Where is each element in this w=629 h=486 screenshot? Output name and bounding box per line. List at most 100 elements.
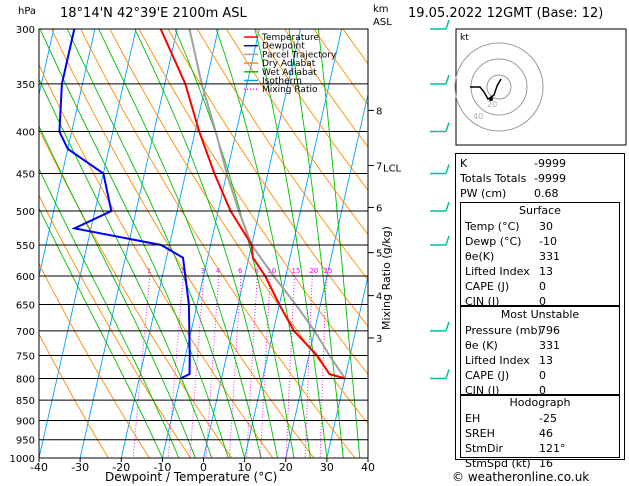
dry-adiabat-line xyxy=(167,29,368,328)
dry-adiabat-line xyxy=(196,29,368,281)
wind-barb-flag xyxy=(445,369,450,379)
plot-frame xyxy=(38,28,369,459)
pressure-tick-label: 600 xyxy=(16,272,35,283)
hodograph-ring xyxy=(486,74,512,100)
lcl-label: LCL xyxy=(383,163,402,174)
km-tick-label: 4 xyxy=(376,292,382,303)
x-tick-label: 0 xyxy=(200,461,207,474)
most-unstable-block: Most Unstable Pressure (mb) 796 θe (K) 331… xyxy=(460,306,620,397)
indices-block: K -9999 Totals Totals -9999 PW (cm) 0.68 xyxy=(456,156,624,201)
pressure-unit-label: hPa xyxy=(18,6,37,17)
hodograph-ring-label: 20 xyxy=(487,100,497,109)
isotherm-line xyxy=(39,29,96,279)
pressure-tick-label: 700 xyxy=(16,327,35,338)
wind-barb xyxy=(430,164,450,175)
isotherm-line xyxy=(0,29,13,458)
mixing-ratio-label: 8 xyxy=(254,267,258,275)
dry-adiabat-line xyxy=(39,333,109,458)
wind-barb xyxy=(430,369,450,380)
wet-adiabat-line xyxy=(317,29,361,458)
x-tick-label: -30 xyxy=(71,461,89,474)
footer-credit: © weatheronline.co.uk xyxy=(452,470,590,484)
legend-label: Temperature xyxy=(261,33,319,43)
mixing-ratio-line xyxy=(246,275,258,458)
km-unit-label: km xyxy=(373,4,389,15)
wind-barb-flag xyxy=(445,321,450,332)
x-tick-label: 40 xyxy=(361,461,375,474)
wind-barb-flag xyxy=(445,19,450,30)
pressure-tick-label: 500 xyxy=(16,207,35,218)
mixing-ratio-label: 2 xyxy=(180,267,184,275)
pressure-tick-label: 650 xyxy=(16,301,35,312)
dry-adiabat-line xyxy=(39,63,274,458)
pressure-tick-label: 350 xyxy=(16,80,35,91)
isotherm-line xyxy=(326,274,368,458)
pressure-tick-label: 450 xyxy=(16,169,35,180)
mixing-ratio-label: 15 xyxy=(292,267,301,275)
x-axis-label: Dewpoint / Temperature (°C) xyxy=(105,470,278,484)
hodograph-unit-label: kt xyxy=(460,33,469,43)
x-tick-label: -20 xyxy=(112,461,130,474)
km-tick-label: 6 xyxy=(376,203,382,214)
storm-motion-marker xyxy=(489,97,493,101)
legend-label: Parcel Trajectory xyxy=(262,50,337,60)
km-tick-label: 3 xyxy=(376,334,382,345)
mixing-ratio-line xyxy=(229,275,242,458)
mixing-ratio-label: 3 xyxy=(201,267,205,275)
pressure-tick-label: 400 xyxy=(16,128,35,139)
sounding-table: K -9999 Totals Totals -9999 PW (cm) 0.68 Su… xyxy=(455,153,625,470)
hodograph-block: Hodograph EH -25 SREH 46 StmDir 121° StmSpd… xyxy=(460,394,620,470)
wind-barb-flag xyxy=(445,201,450,212)
km-tick-label: 8 xyxy=(376,106,382,117)
isotherm-line xyxy=(367,455,368,458)
dry-adiabat-line xyxy=(284,29,368,148)
mixing-ratio-label: 20 xyxy=(309,267,318,275)
mixing-ratio-label: 10 xyxy=(267,267,276,275)
km-tick-label: 5 xyxy=(376,249,382,260)
index-row: Totals Totals -9999 xyxy=(460,172,566,185)
pressure-tick-label: 800 xyxy=(16,374,35,385)
x-tick-label: -40 xyxy=(30,461,48,474)
pressure-tick-label: 900 xyxy=(16,416,35,427)
wind-barb-flag xyxy=(445,235,450,246)
x-tick-label: 20 xyxy=(279,461,293,474)
wind-barb xyxy=(430,321,450,332)
mixing-ratio-label: 4 xyxy=(216,267,221,275)
mixing-ratio-label: 25 xyxy=(323,267,332,275)
hodograph-frame xyxy=(455,28,627,146)
pressure-tick-label: 1000 xyxy=(10,454,35,465)
hodograph-trace xyxy=(470,78,502,101)
surface-block: Surface Temp (°C) 30 Dewp (°C) -10 θe(K) 33… xyxy=(460,202,620,308)
hodograph-ring xyxy=(454,42,544,132)
most-unstable-title: Most Unstable xyxy=(500,308,580,321)
hodograph: kt 20 40 xyxy=(454,28,627,146)
index-row: PW (cm) 0.68 xyxy=(460,187,559,200)
wind-barb-flag xyxy=(445,122,450,132)
isotherm-line xyxy=(39,29,137,458)
location-title: 18°14'N 42°39'E 2100m ASL xyxy=(60,6,247,21)
wet-adiabat-line xyxy=(39,29,229,458)
pressure-tick-label: 750 xyxy=(16,351,35,362)
dry-adiabat-line xyxy=(255,29,368,191)
legend-label: Dewpoint xyxy=(262,42,305,52)
wind-barb-flag xyxy=(445,74,450,85)
wind-barb xyxy=(430,201,450,212)
x-tick-label: 10 xyxy=(238,461,252,474)
hodograph-title: Hodograph xyxy=(509,396,571,409)
surface-title: Surface xyxy=(519,204,561,217)
legend-label: Mixing Ratio xyxy=(262,85,318,95)
wind-barb xyxy=(430,122,450,133)
x-tick-label: 30 xyxy=(320,461,334,474)
pressure-tick-label: 300 xyxy=(16,25,35,36)
datetime-title: 19.05.2022 12GMT (Base: 12) xyxy=(408,6,604,21)
x-tick-label: -10 xyxy=(153,461,171,474)
pressure-tick-label: 850 xyxy=(16,396,35,407)
legend-label: Dry Adiabat xyxy=(262,59,316,69)
legend-label: Isotherm xyxy=(262,77,302,87)
index-row: K -9999 xyxy=(460,157,566,170)
isotherm-line xyxy=(79,29,178,458)
mixing-ratio-label: 1 xyxy=(147,267,151,275)
dry-adiabat-line xyxy=(226,29,368,236)
pressure-tick-label: 950 xyxy=(16,436,35,447)
